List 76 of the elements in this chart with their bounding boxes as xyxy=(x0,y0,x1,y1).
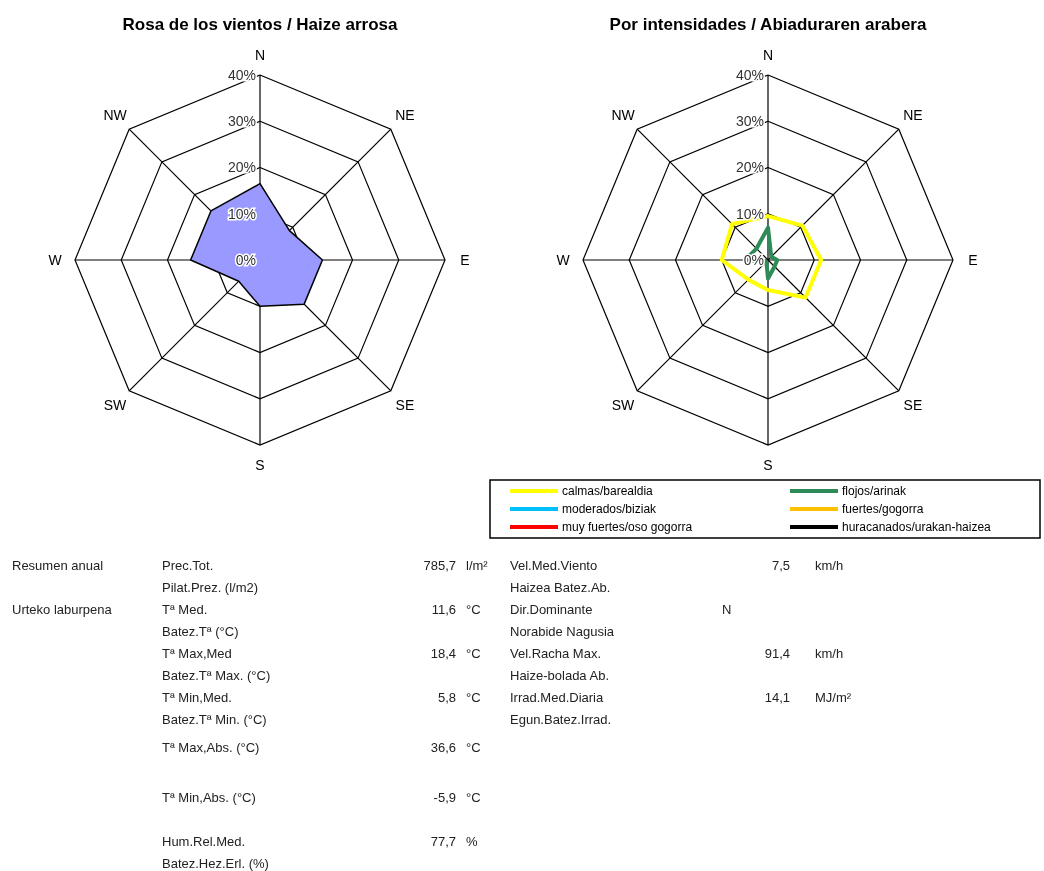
spoke-label: W xyxy=(48,251,63,268)
text: Vel.Racha Max. xyxy=(510,646,602,661)
text: Tª Min,Med. xyxy=(162,690,232,705)
spoke-label: NW xyxy=(611,106,636,123)
spoke-label: SW xyxy=(103,396,128,413)
text: Batez.Tª Max. (°C) xyxy=(162,668,271,683)
legend-label: flojos/arinak xyxy=(842,484,908,499)
text: Tª Max,Abs. (°C) xyxy=(162,740,260,755)
text: Haize-bolada Ab. xyxy=(510,668,610,683)
spoke-label: N xyxy=(254,46,266,63)
y-tick-label: 40% xyxy=(227,66,256,83)
text: l/m² xyxy=(466,558,489,573)
text: °C xyxy=(466,690,481,705)
y-tick-label: 20% xyxy=(735,159,764,176)
spoke-label: SE xyxy=(395,396,415,413)
chart-title: Rosa de los vientos / Haize arrosa xyxy=(122,15,399,34)
text: Tª Med. xyxy=(162,602,208,617)
spoke-label: W xyxy=(556,251,571,268)
y-tick-label: 20% xyxy=(227,159,256,176)
text: Pilat.Prez. (l/m2) xyxy=(162,580,259,595)
text: °C xyxy=(466,646,481,661)
text: Batez.Tª Min. (°C) xyxy=(162,712,267,727)
text: 18,4 xyxy=(430,646,456,661)
text: Vel.Med.Viento xyxy=(510,558,598,573)
text: MJ/m² xyxy=(815,690,852,705)
spoke-label: E xyxy=(968,251,978,268)
text: Batez.Tª (°C) xyxy=(162,624,239,639)
text: 11,6 xyxy=(431,602,456,617)
text: Urteko laburpena xyxy=(12,602,113,617)
text: km/h xyxy=(815,646,844,661)
text: 77,7 xyxy=(430,834,456,849)
spoke-label: NE xyxy=(903,106,923,123)
y-tick-label: 10% xyxy=(227,205,256,222)
text: 91,4 xyxy=(764,646,790,661)
text: % xyxy=(466,834,478,849)
text: Resumen anual xyxy=(12,558,104,573)
legend-label: moderados/biziak xyxy=(562,502,658,517)
text: Irrad.Med.Diaria xyxy=(510,690,604,705)
text: Haizea Batez.Ab. xyxy=(510,580,611,595)
legend-label: fuertes/gogorra xyxy=(842,502,924,517)
chart-title: Por intensidades / Abiaduraren arabera xyxy=(609,15,927,34)
text: km/h xyxy=(815,558,844,573)
spoke-label: NE xyxy=(395,106,415,123)
text: Egun.Batez.Irrad. xyxy=(510,712,612,727)
legend-label: calmas/barealdia xyxy=(562,484,654,499)
text: °C xyxy=(466,740,481,755)
y-tick-label: 40% xyxy=(735,66,764,83)
text: -5,9 xyxy=(433,790,456,805)
y-tick-label: 10% xyxy=(735,205,764,222)
text: 36,6 xyxy=(430,740,456,755)
text: 5,8 xyxy=(437,690,456,705)
spoke-label: S xyxy=(255,456,265,473)
text: 7,5 xyxy=(771,558,790,573)
text: Norabide Nagusia xyxy=(510,624,615,639)
y-tick-label: 30% xyxy=(227,113,256,130)
text: Tª Min,Abs. (°C) xyxy=(162,790,256,805)
text: N xyxy=(722,602,732,617)
y-tick-label: 30% xyxy=(735,113,764,130)
text: Dir.Dominante xyxy=(510,602,593,617)
legend-label: muy fuertes/oso gogorra xyxy=(562,520,693,535)
text: Tª Max,Med xyxy=(162,646,232,661)
text: °C xyxy=(466,790,481,805)
spoke-label: NW xyxy=(103,106,128,123)
spoke-label: SE xyxy=(903,396,923,413)
spoke-label: N xyxy=(762,46,774,63)
spoke-label: E xyxy=(460,251,470,268)
text: Batez.Hez.Erl. (%) xyxy=(162,856,269,871)
text: 14,1 xyxy=(764,690,790,705)
text: °C xyxy=(466,602,481,617)
y-tick-label: 0% xyxy=(235,251,256,268)
legend-label: huracanados/urakan-haizea xyxy=(842,520,992,535)
text: Hum.Rel.Med. xyxy=(162,834,246,849)
spoke-label: S xyxy=(763,456,773,473)
text: Prec.Tot. xyxy=(162,558,214,573)
text: 785,7 xyxy=(423,558,456,573)
spoke-label: SW xyxy=(611,396,636,413)
